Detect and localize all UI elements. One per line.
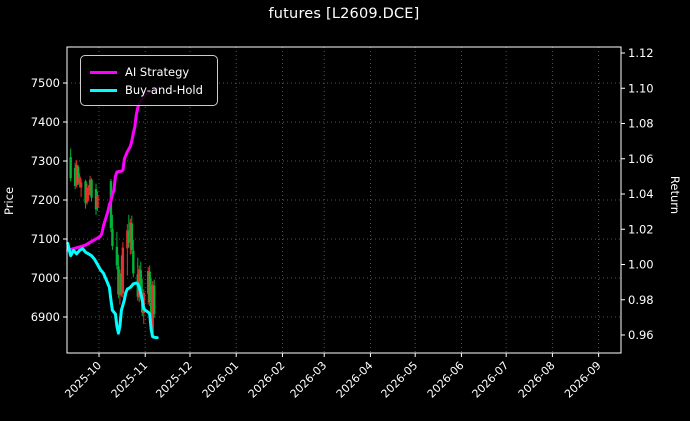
ai-strategy-line-swatch-icon	[90, 70, 117, 74]
svg-text:7500: 7500	[31, 76, 60, 90]
series-line-1	[66, 241, 159, 340]
svg-text:2025-12: 2025-12	[153, 359, 195, 401]
svg-text:2026-05: 2026-05	[379, 359, 421, 401]
svg-text:7200: 7200	[31, 193, 60, 207]
svg-text:0.98: 0.98	[628, 293, 654, 307]
buy-and-hold-line-swatch-icon	[90, 88, 117, 92]
svg-text:1.08: 1.08	[628, 117, 654, 131]
svg-text:1.02: 1.02	[628, 222, 654, 236]
svg-text:7000: 7000	[31, 271, 60, 285]
chart-title: futures [L2609.DCE]	[268, 6, 420, 22]
svg-text:2026-08: 2026-08	[516, 359, 558, 401]
y-axis-label-return: Return	[668, 175, 682, 215]
legend-item-buy-and-hold: Buy-and-Hold	[90, 81, 207, 99]
svg-text:1.04: 1.04	[628, 187, 654, 201]
series-layer	[66, 86, 159, 340]
legend-label: Buy-and-Hold	[125, 83, 203, 97]
grid-layer	[67, 47, 621, 353]
svg-text:1.10: 1.10	[628, 81, 654, 95]
svg-text:2025-11: 2025-11	[109, 359, 151, 401]
svg-text:2026-01: 2026-01	[200, 359, 242, 401]
svg-text:2026-02: 2026-02	[246, 359, 288, 401]
candles-layer	[69, 148, 156, 337]
svg-text:6900: 6900	[31, 310, 60, 324]
svg-text:1.06: 1.06	[628, 152, 654, 166]
legend: AI Strategy Buy-and-Hold	[80, 55, 218, 106]
svg-text:2026-09: 2026-09	[562, 359, 604, 401]
svg-text:7300: 7300	[31, 154, 60, 168]
svg-text:7100: 7100	[31, 232, 60, 246]
y-axis-label-price: Price	[2, 186, 16, 216]
svg-text:2026-07: 2026-07	[470, 359, 512, 401]
svg-text:7400: 7400	[31, 115, 60, 129]
svg-text:2026-04: 2026-04	[334, 359, 376, 401]
svg-text:0.96: 0.96	[628, 328, 654, 342]
svg-text:2025-10: 2025-10	[62, 359, 104, 401]
svg-text:1.12: 1.12	[628, 46, 654, 60]
svg-text:1.00: 1.00	[628, 258, 654, 272]
legend-item-ai-strategy: AI Strategy	[90, 63, 207, 81]
legend-label: AI Strategy	[125, 65, 190, 79]
svg-text:2026-03: 2026-03	[288, 359, 330, 401]
svg-text:2026-06: 2026-06	[425, 359, 467, 401]
